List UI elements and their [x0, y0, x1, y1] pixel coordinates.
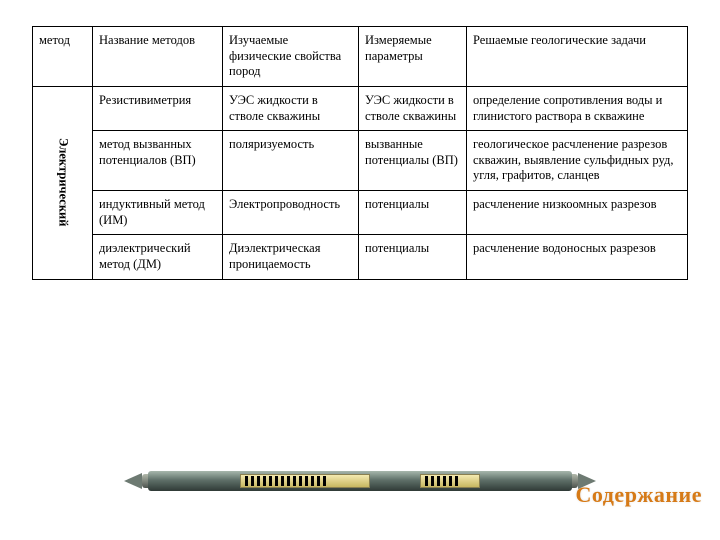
cell-name: индуктивный метод (ИМ)	[93, 191, 223, 235]
methods-table: метод Название методов Изучаемые физичес…	[32, 26, 688, 280]
table-row: метод вызванных потенциалов (ВП) поляриз…	[33, 131, 688, 191]
cell-tasks: расчленение низкоомных разрезов	[467, 191, 688, 235]
header-name: Название методов	[93, 27, 223, 87]
cell-parameters: потенциалы	[359, 191, 467, 235]
cell-properties: Диэлектричес­кая проницаемость	[223, 235, 359, 279]
logging-tool-illustration	[120, 466, 600, 496]
cell-properties: Электропровод­ность	[223, 191, 359, 235]
tool-panel	[240, 474, 370, 488]
cell-name: метод вызванных потенциалов (ВП)	[93, 131, 223, 191]
header-method: метод	[33, 27, 93, 87]
header-parameters: Измеряемые параметры	[359, 27, 467, 87]
cell-name: диэлектрический метод (ДМ)	[93, 235, 223, 279]
header-properties: Изучаемые физические свойства пород	[223, 27, 359, 87]
methods-table-container: метод Название методов Изучаемые физичес…	[0, 0, 720, 280]
tool-nose-left	[124, 473, 142, 489]
tool-panel	[420, 474, 480, 488]
cell-tasks: геологическое расчленение разрезов скваж…	[467, 131, 688, 191]
cell-properties: поляризуемость	[223, 131, 359, 191]
group-label: Электрический	[33, 86, 93, 279]
table-row: индуктивный метод (ИМ) Электропровод­нос…	[33, 191, 688, 235]
cell-parameters: УЭС жидкости в стволе скважины	[359, 86, 467, 130]
cell-tasks: определение сопротивления воды и глинист…	[467, 86, 688, 130]
table-header-row: метод Название методов Изучаемые физичес…	[33, 27, 688, 87]
table-row: диэлектрический метод (ДМ) Диэлектричес­…	[33, 235, 688, 279]
cell-name: Резистивимет­рия	[93, 86, 223, 130]
cell-parameters: потенциалы	[359, 235, 467, 279]
cell-tasks: расчленение водоносных разрезов	[467, 235, 688, 279]
table-row: Электрический Резистивимет­рия УЭС жидко…	[33, 86, 688, 130]
header-tasks: Решаемые геологические задачи	[467, 27, 688, 87]
cell-properties: УЭС жидкости в стволе скважины	[223, 86, 359, 130]
footer: Содержание	[0, 444, 720, 540]
contents-link[interactable]: Содержание	[576, 482, 702, 508]
cell-parameters: вызванные потенциалы (ВП)	[359, 131, 467, 191]
